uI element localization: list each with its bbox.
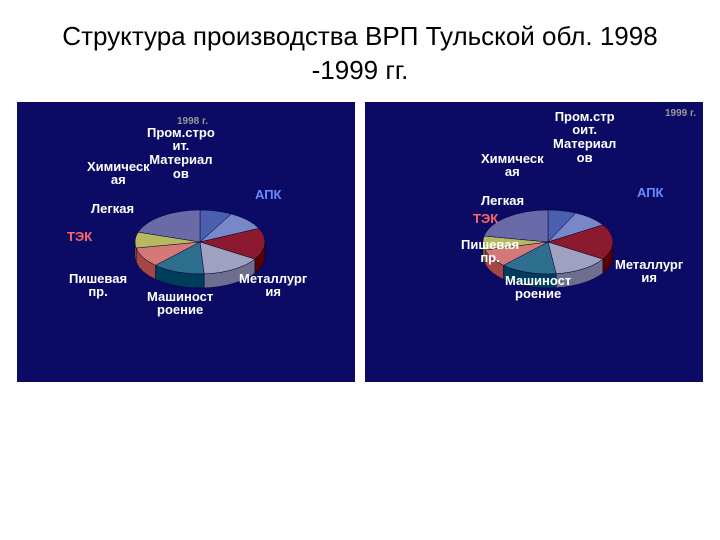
slice-label: Легкая xyxy=(481,194,524,208)
slice-label: Пром.стр оит. Материал ов xyxy=(553,110,616,165)
slice-label: АПК xyxy=(255,188,282,202)
slice-label: Пишевая пр. xyxy=(461,238,519,265)
slice-label: АПК xyxy=(637,186,664,200)
charts-container: 1998 г.Пром.стро ит. Материал овХимическ… xyxy=(0,102,720,382)
chart-year-label: 1999 г. xyxy=(665,108,696,119)
slice-label: Пром.стро ит. Материал ов xyxy=(147,126,215,181)
chart-panel-1998: 1998 г.Пром.стро ит. Материал овХимическ… xyxy=(17,102,355,382)
chart-panel-1999: 1999 г. Пром.стр оит. Материал ов Химическ… xyxy=(365,102,703,382)
page-title: Структура производства ВРП Тульской обл.… xyxy=(0,0,720,102)
slice-label: Машиност роение xyxy=(147,290,213,317)
slice-label: ТЭК xyxy=(67,230,92,244)
slice-label: Металлург ия xyxy=(239,272,307,299)
slice-label: Химическ ая xyxy=(87,160,150,187)
slice-label: ТЭК xyxy=(473,212,498,226)
slice-label: Легкая xyxy=(91,202,134,216)
slice-label: Машиност роение xyxy=(505,274,571,301)
slice-label: Металлург ия xyxy=(615,258,683,285)
slice-label: Химическ ая xyxy=(481,152,544,179)
slice-label: Пишевая пр. xyxy=(69,272,127,299)
